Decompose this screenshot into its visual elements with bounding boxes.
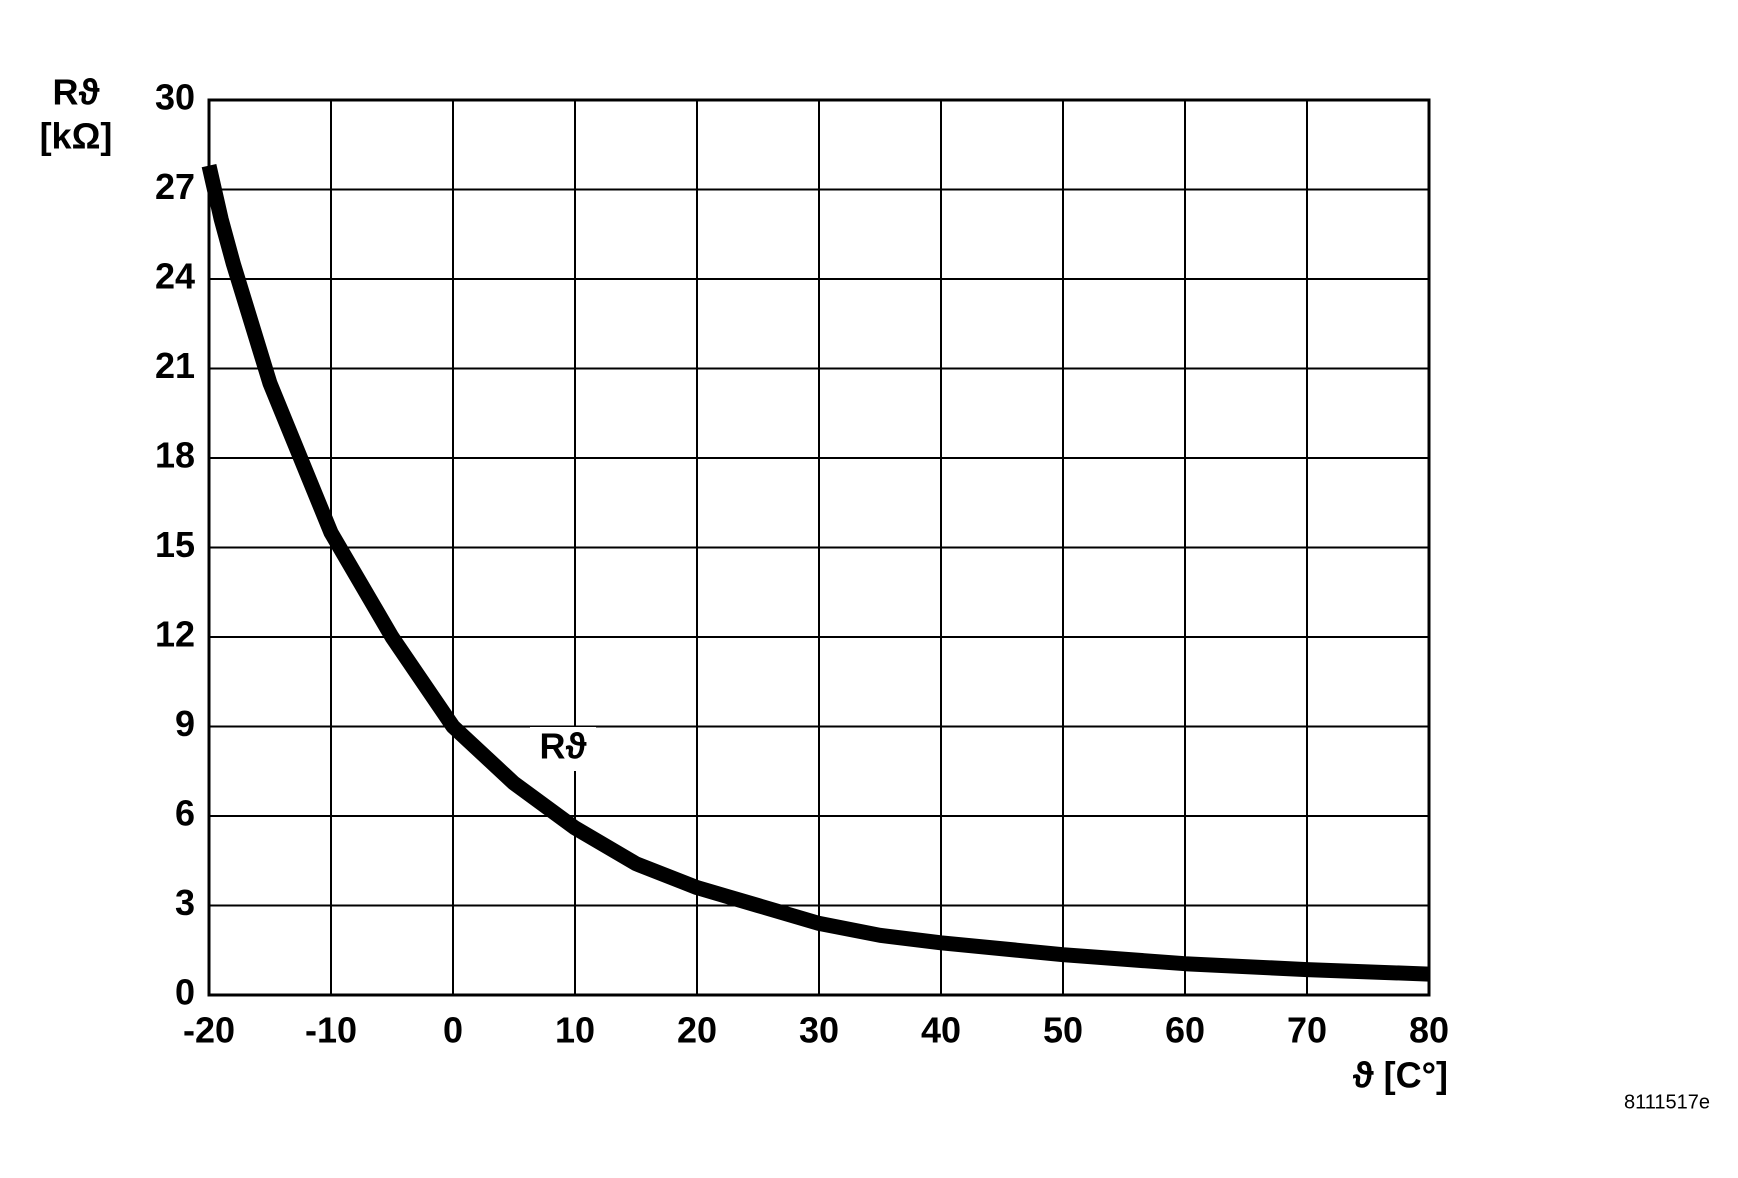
y-tick-label: 12: [155, 614, 195, 655]
line-series: [201, 163, 1430, 982]
y-tick-label: 27: [155, 166, 195, 207]
x-tick-label: 0: [443, 1010, 463, 1051]
series-label-background: [530, 727, 596, 771]
y-axis-unit: [kΩ]: [40, 116, 113, 157]
series-label: Rϑ: [540, 726, 587, 767]
y-tick-label: 9: [175, 703, 195, 744]
y-tick-label: 30: [155, 77, 195, 118]
figure-code: 8111517e: [1624, 1091, 1710, 1113]
y-tick-label: 21: [155, 345, 195, 386]
x-tick-label: 10: [555, 1010, 595, 1051]
y-axis-symbol: Rϑ: [53, 72, 100, 113]
x-tick-label: -10: [305, 1010, 357, 1051]
x-tick-label: 50: [1043, 1010, 1083, 1051]
plot-frame: [207, 98, 1431, 997]
x-tick-label: 40: [921, 1010, 961, 1051]
y-tick-label: 24: [155, 256, 195, 297]
y-tick-label: 0: [175, 972, 195, 1013]
x-axis-label: ϑ [C°]: [1353, 1055, 1448, 1096]
y-tick-label: 6: [175, 793, 195, 834]
y-tick-label: 18: [155, 435, 195, 476]
x-tick-label: 30: [799, 1010, 839, 1051]
y-tick-label: 3: [175, 882, 195, 923]
x-tick-label: 60: [1165, 1010, 1205, 1051]
y-tick-label: 15: [155, 524, 195, 565]
x-tick-label: 20: [677, 1010, 717, 1051]
x-tick-label: 70: [1287, 1010, 1327, 1051]
x-tick-label: 80: [1409, 1010, 1449, 1051]
x-tick-label: -20: [183, 1010, 235, 1051]
